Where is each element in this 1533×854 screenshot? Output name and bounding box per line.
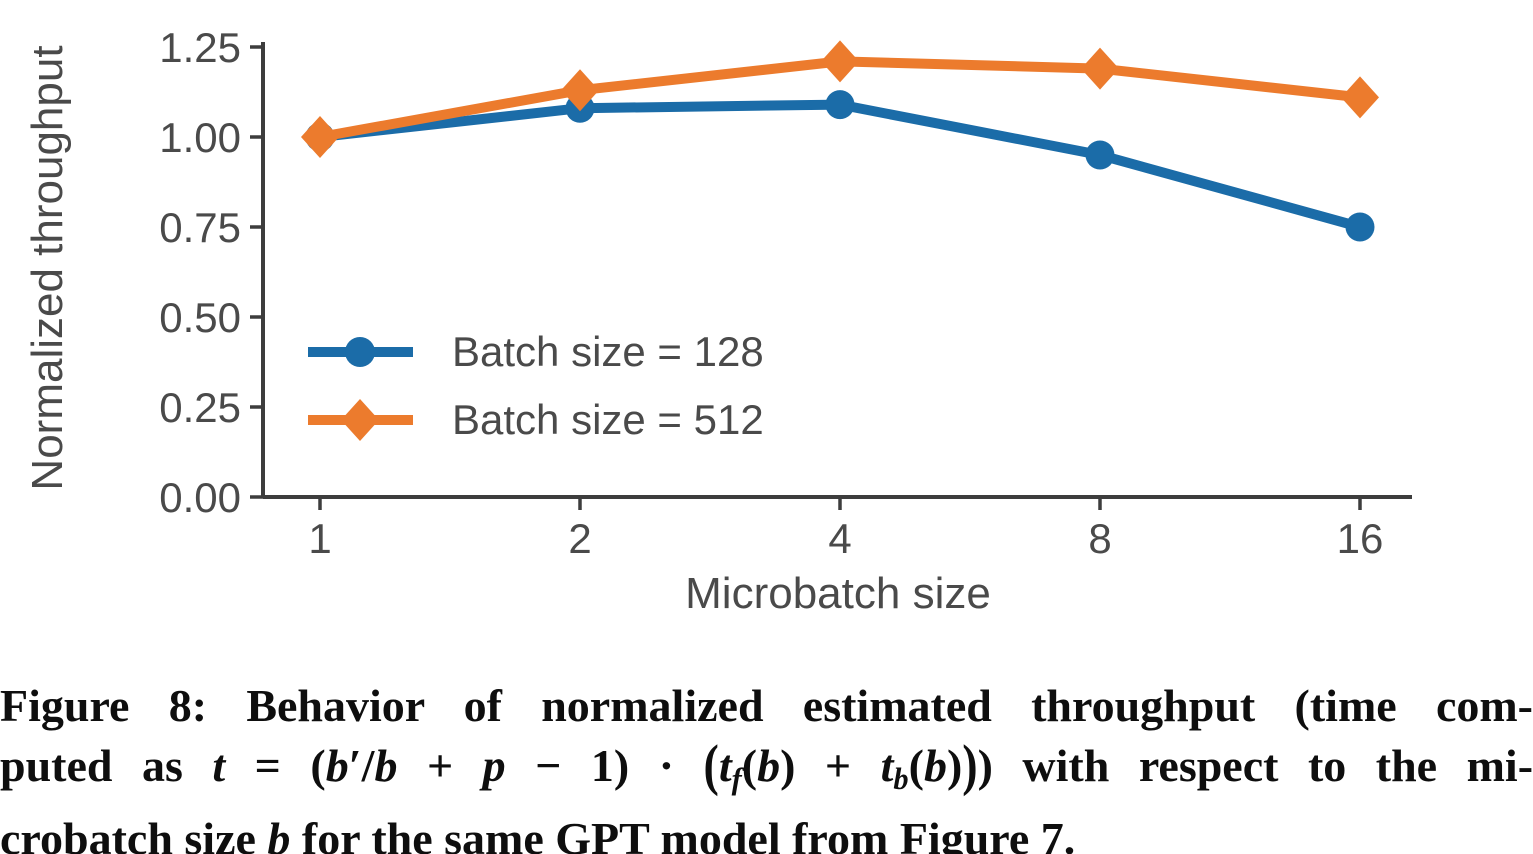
- throughput-chart: 1 2 4 8 16 0.00 0.25 0.50 0.75 1.00 1.25 Microbatc…: [23, 24, 1412, 618]
- caption-math-run: t: [718, 740, 732, 791]
- y-tick-label: 0.75: [159, 204, 241, 251]
- y-tick-label: 0.50: [159, 294, 241, 341]
- figure-caption: Figure 8: Behavior of normalized estimat…: [0, 676, 1533, 854]
- series-line-0: [319, 99, 1362, 232]
- caption-math-run: t: [880, 740, 894, 791]
- circle-marker: [1085, 140, 1115, 170]
- caption-math-run: b: [325, 740, 349, 791]
- diamond-marker: [561, 69, 599, 112]
- caption-text-run: crobatch size: [0, 812, 268, 854]
- caption-text-run: ) with respect to the mi-: [977, 740, 1533, 791]
- caption-text-run: (: [908, 740, 924, 791]
- caption-text-run: for the same GPT model from Figure 7.: [290, 812, 1076, 854]
- y-axis-label: Normalized throughput: [23, 45, 72, 490]
- diamond-marker: [821, 40, 859, 83]
- legend: Batch size = 128 Batch size = 512: [308, 328, 764, 443]
- caption-math-run: b: [757, 740, 781, 791]
- tick-layer: 1 2 4 8 16 0.00 0.25 0.50 0.75 1.00 1.25: [159, 24, 1383, 562]
- caption-math-run: b: [893, 761, 909, 796]
- caption-math-run: b: [267, 812, 291, 854]
- diamond-marker: [1081, 47, 1119, 90]
- caption-line-3: crobatch size b for the same GPT model f…: [0, 809, 1533, 854]
- legend-entry-batch-128: Batch size = 128: [308, 328, 764, 375]
- caption-text-run: Figure 8: Behavior of normalized estimat…: [0, 680, 1533, 731]
- caption-text-run: ): [946, 740, 963, 791]
- diamond-marker: [1341, 76, 1379, 119]
- diamond-marker-icon: [341, 399, 379, 441]
- circle-marker: [1345, 212, 1375, 242]
- diamond-marker: [301, 116, 339, 158]
- circle-marker-icon: [345, 337, 375, 367]
- x-tick-label: 2: [568, 515, 591, 562]
- caption-math-run: ): [962, 732, 978, 797]
- y-tick-label: 0.25: [159, 384, 241, 431]
- caption-text-run: ′/: [348, 740, 375, 791]
- caption-text-run: puted as: [0, 740, 213, 791]
- legend-label-batch-128: Batch size = 128: [452, 328, 764, 375]
- caption-math-run: b: [923, 740, 947, 791]
- caption-math-run: b: [374, 740, 398, 791]
- caption-text-run: − 1) ·: [505, 740, 704, 791]
- circle-marker: [825, 90, 855, 120]
- legend-label-batch-512: Batch size = 512: [452, 396, 764, 443]
- x-tick-label: 1: [308, 515, 331, 562]
- axes: [261, 42, 1412, 499]
- x-tick-label: 8: [1088, 515, 1111, 562]
- series-layer: [301, 40, 1379, 242]
- caption-text-run: ) +: [780, 740, 881, 791]
- x-axis-label: Microbatch size: [685, 569, 991, 618]
- caption-math-run: (: [703, 732, 719, 797]
- caption-text-run: = (: [225, 740, 326, 791]
- x-tick-label: 4: [828, 515, 851, 562]
- caption-text-run: (: [741, 740, 758, 791]
- y-tick-label: 1.00: [159, 114, 241, 161]
- caption-math-run: f: [731, 761, 742, 796]
- caption-math-run: p: [482, 740, 506, 791]
- caption-line-2: puted as t = (b′/b + p − 1) · (tf(b) + t…: [0, 733, 1533, 809]
- legend-entry-batch-512: Batch size = 512: [308, 396, 764, 443]
- x-tick-label: 16: [1337, 515, 1384, 562]
- y-tick-label: 1.25: [159, 24, 241, 71]
- caption-math-run: t: [212, 740, 226, 791]
- caption-text-run: +: [397, 740, 483, 791]
- caption-line-1: Figure 8: Behavior of normalized estimat…: [0, 676, 1533, 736]
- y-tick-label: 0.00: [159, 474, 241, 521]
